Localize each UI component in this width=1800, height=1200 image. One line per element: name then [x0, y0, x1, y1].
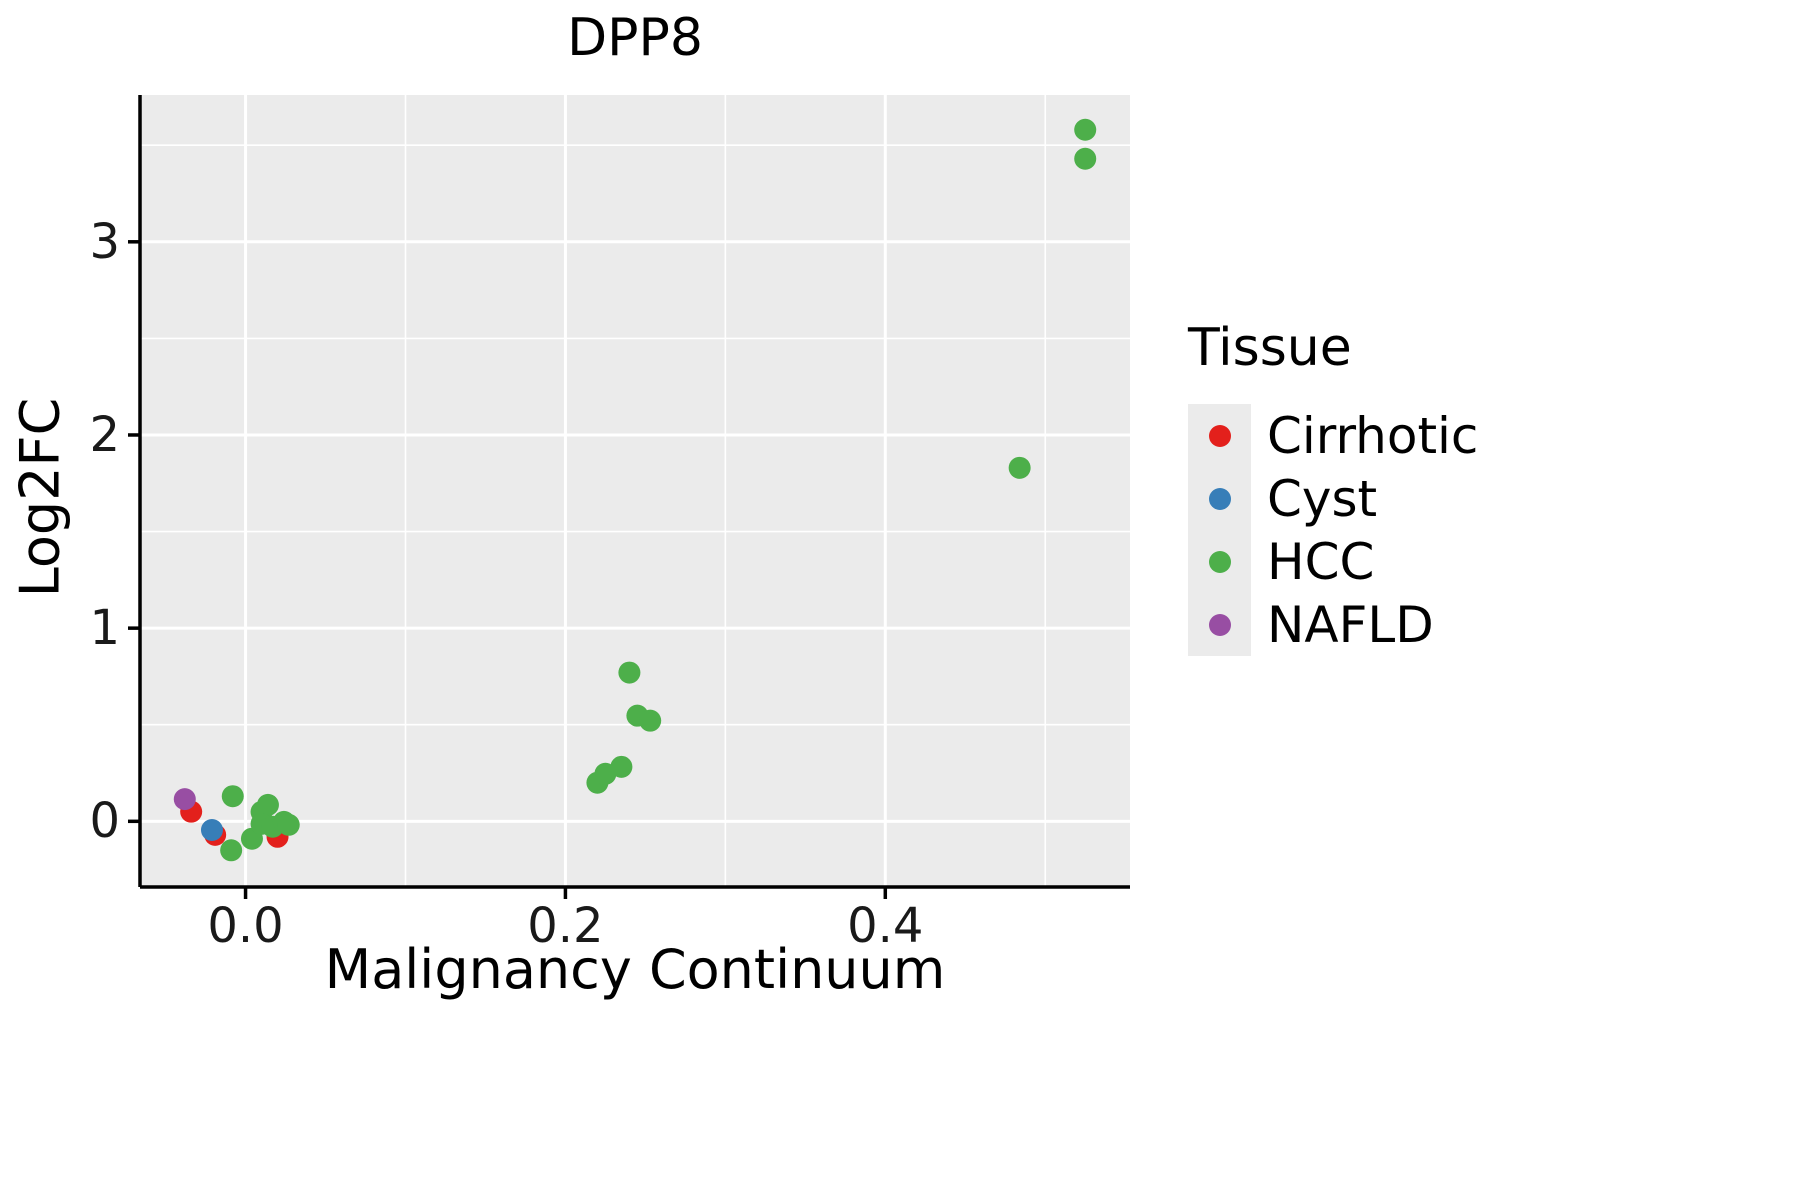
y-tick-label: 3 — [89, 213, 120, 270]
legend-label: Cirrhotic — [1267, 406, 1479, 465]
legend-dot-icon — [1208, 487, 1231, 510]
legend-key — [1188, 530, 1251, 593]
legend-item-cirrhotic: Cirrhotic — [1188, 404, 1478, 467]
panel-background — [140, 95, 1130, 887]
legend-key — [1188, 404, 1251, 467]
data-point-hcc — [1074, 118, 1097, 141]
plot-panel — [128, 95, 1130, 899]
legend-item-cyst: Cyst — [1188, 467, 1478, 530]
legend-label: Cyst — [1267, 469, 1378, 528]
chart-title: DPP8 — [567, 8, 703, 68]
data-point-hcc — [610, 755, 633, 778]
data-point-hcc — [618, 661, 641, 684]
x-tick-label: 0.0 — [207, 898, 284, 954]
y-axis-title: Log2FC — [8, 397, 72, 598]
legend-item-hcc: HCC — [1188, 530, 1478, 593]
x-tick-label: 0.2 — [527, 898, 604, 954]
y-tick-label: 2 — [89, 406, 120, 463]
data-point-hcc — [221, 785, 244, 808]
data-point-nafld — [173, 788, 196, 811]
legend-key — [1188, 593, 1251, 656]
legend-dot-icon — [1208, 613, 1231, 636]
data-point-hcc — [256, 793, 279, 816]
y-tick-label: 1 — [89, 600, 120, 657]
legend-label: NAFLD — [1267, 595, 1434, 654]
legend-items: Cirrhotic Cyst HCC NAFLD — [1188, 404, 1478, 656]
legend-dot-icon — [1208, 424, 1231, 447]
data-point-hcc — [277, 813, 300, 836]
x-tick-label: 0.4 — [847, 898, 924, 954]
data-point-hcc — [1074, 147, 1097, 170]
legend-item-nafld: NAFLD — [1188, 593, 1478, 656]
data-point-hcc — [639, 709, 662, 732]
legend-label: HCC — [1267, 532, 1375, 591]
x-axis-title: Malignancy Continuum — [324, 938, 946, 1001]
legend-dot-icon — [1208, 550, 1231, 573]
y-tick-label: 0 — [89, 793, 120, 850]
data-point-hcc — [220, 839, 243, 862]
data-point-cyst — [200, 819, 223, 842]
legend-key — [1188, 467, 1251, 530]
data-point-hcc — [1008, 456, 1031, 479]
legend-title: Tissue — [1188, 318, 1352, 378]
legend: Tissue Cirrhotic Cyst HCC NAFLD — [1188, 318, 1478, 656]
